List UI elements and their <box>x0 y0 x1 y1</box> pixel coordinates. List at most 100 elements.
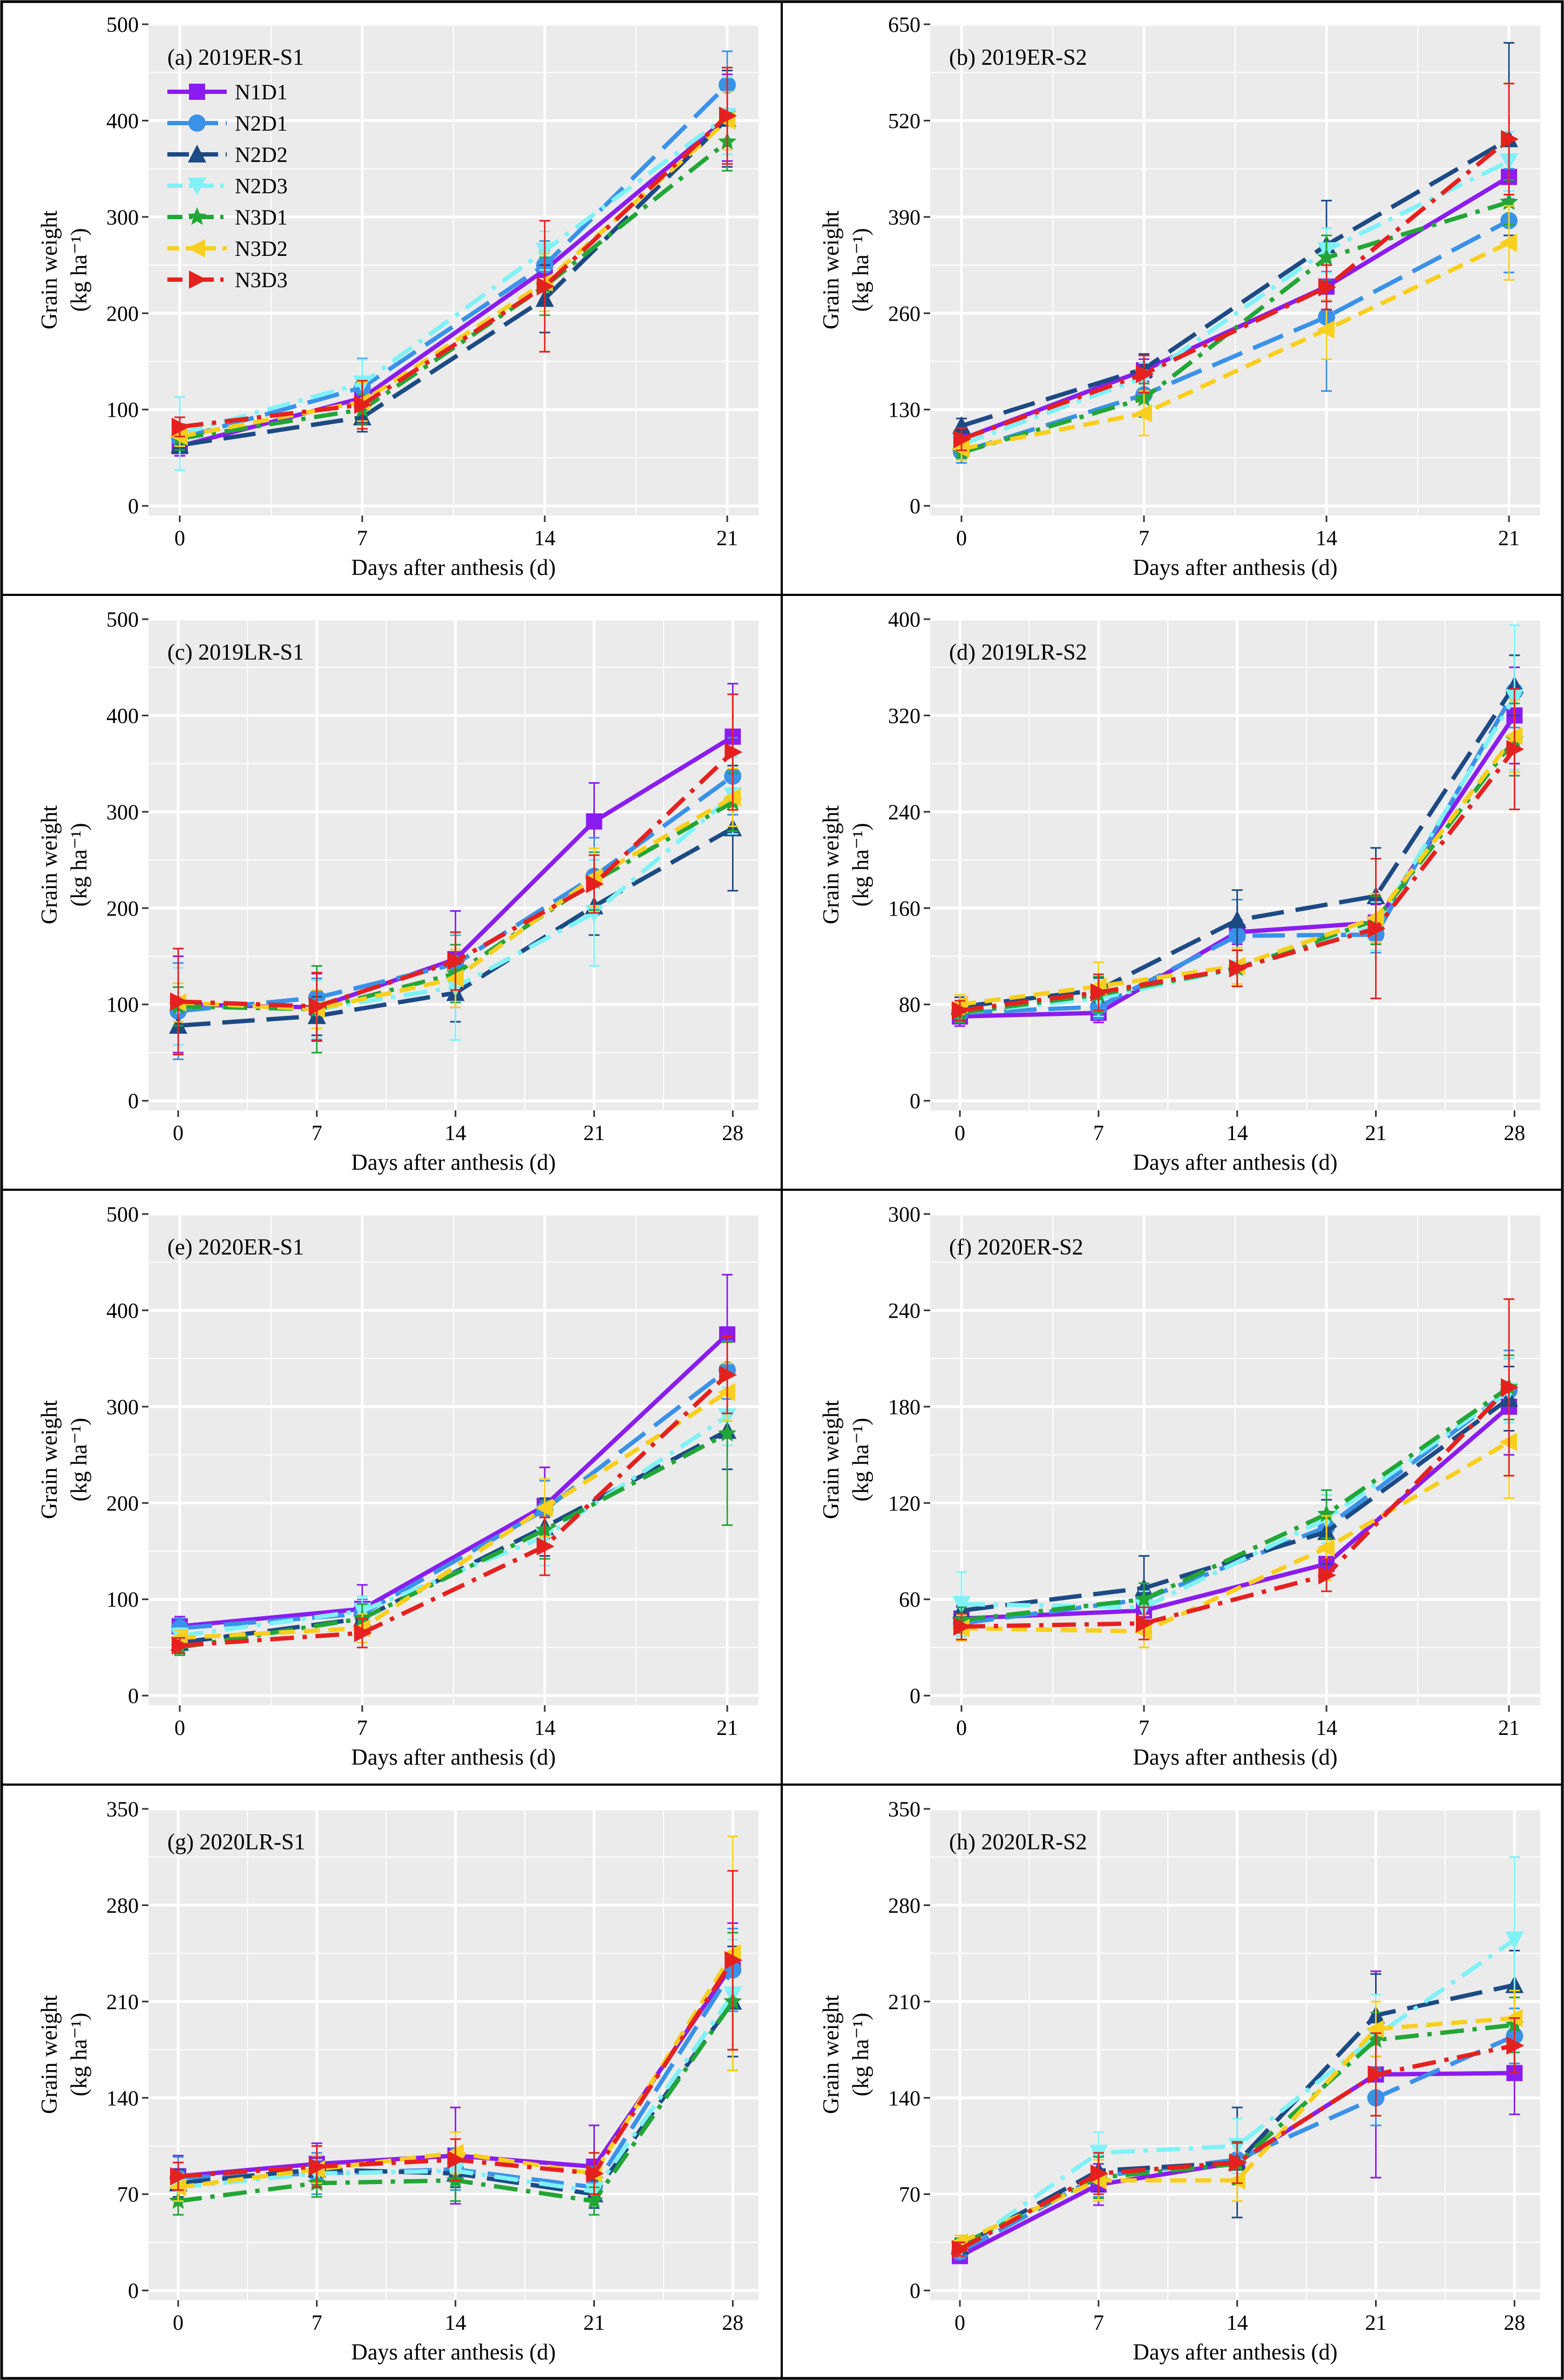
y-tick-label: 400 <box>888 607 920 632</box>
series-line <box>179 117 729 447</box>
data-point <box>1501 130 1519 148</box>
series-N3D3 <box>170 1870 743 2195</box>
data-point <box>1318 278 1337 297</box>
x-axis-label: Days after anthesis (d) <box>351 1150 556 1175</box>
y-tick-label: 70 <box>117 2182 139 2207</box>
y-axis-label: Grain weight <box>819 210 844 329</box>
y-tick-label: 300 <box>106 205 139 229</box>
x-axis-label: Days after anthesis (d) <box>1133 555 1337 580</box>
y-tick-label: 0 <box>128 494 139 518</box>
series-line <box>179 83 729 441</box>
x-axis-label: Days after anthesis (d) <box>1133 1150 1337 1175</box>
legend-label-N1D1: N1D1 <box>235 80 288 104</box>
panel-1: 0 100 200 300 400 500 0 7 14 21 Days after anthesi… <box>37 12 759 580</box>
series-line <box>179 1432 728 1650</box>
legend-label-N3D3: N3D3 <box>235 268 288 292</box>
y-tick-label: 350 <box>106 1797 139 1821</box>
y-tick-label: 300 <box>106 800 139 824</box>
data-point <box>1090 983 1108 1002</box>
data-point <box>1506 740 1525 758</box>
series-line <box>961 1440 1511 1634</box>
series-N3D3 <box>171 1335 737 1655</box>
series-line <box>179 1368 729 1631</box>
y-tick-label: 260 <box>888 301 920 326</box>
data-point <box>354 1624 372 1643</box>
legend: N1D1 N2D1 N2D2 N2D3 N3D1 N3D2 N3D3 <box>167 80 288 292</box>
plot-background <box>148 1809 759 2300</box>
series-line <box>961 1396 1511 1613</box>
data-point <box>952 1596 971 1614</box>
panel-8: 0 70 140 210 280 350 0 7 14 21 28 Days after anthes… <box>819 1797 1540 2365</box>
y-tick-label: 0 <box>910 2279 920 2303</box>
panel-title: (f) 2020ER-S2 <box>949 1235 1083 1260</box>
y-tick-label: 130 <box>888 398 920 422</box>
series-line <box>961 1388 1511 1610</box>
y-tick-label: 100 <box>106 993 139 1017</box>
y-tick-label: 180 <box>888 1395 920 1419</box>
y-tick-label: 0 <box>128 1089 139 1113</box>
y-axis-label: Grain weight <box>819 805 844 924</box>
x-axis-label: Days after anthesis (d) <box>1133 2340 1337 2365</box>
data-point <box>1135 1614 1154 1633</box>
legend-label-N2D1: N2D1 <box>235 111 288 135</box>
x-tick-label: 14 <box>1227 2310 1248 2335</box>
y-tick-label: 350 <box>888 1797 920 1821</box>
legend-marker-N2D1 <box>188 114 206 132</box>
series-group <box>950 624 1525 1027</box>
plot-background <box>930 619 1540 1110</box>
y-tick-label: 300 <box>888 1202 920 1226</box>
series-group <box>168 1835 743 2216</box>
x-axis-label: Days after anthesis (d) <box>351 2340 556 2365</box>
data-point <box>171 1636 189 1655</box>
legend-marker-N3D3 <box>189 270 207 289</box>
series-group <box>168 683 743 1060</box>
data-point <box>1317 248 1336 266</box>
y-tick-label: 200 <box>106 896 139 920</box>
x-tick-label: 14 <box>445 1121 466 1145</box>
series-N3D3 <box>953 83 1519 451</box>
y-tick-label: 0 <box>128 1684 139 1708</box>
y-tick-label: 160 <box>888 896 920 920</box>
data-point <box>1228 910 1247 928</box>
data-point <box>170 2167 188 2186</box>
series-line <box>961 241 1510 451</box>
series-line <box>961 1405 1511 1621</box>
data-point <box>1317 1538 1335 1557</box>
panel-title: (b) 2019ER-S2 <box>949 45 1087 70</box>
data-point <box>447 952 465 971</box>
data-point <box>535 1498 553 1517</box>
series-group <box>951 1298 1519 1649</box>
y-tick-label: 240 <box>888 1298 920 1323</box>
series-N3D3 <box>170 693 743 1056</box>
series-line <box>960 137 1511 428</box>
y-axis-label: Grain weight <box>819 1400 844 1519</box>
y-tick-label: 210 <box>106 1990 139 2014</box>
x-tick-label: 21 <box>716 1716 738 1740</box>
data-point <box>725 743 743 762</box>
y-tick-label: 70 <box>899 2182 920 2207</box>
series-line <box>961 1385 1511 1623</box>
series-line <box>179 1390 729 1640</box>
series-line <box>960 159 1510 446</box>
panel-7: 0 70 140 210 280 350 0 7 14 21 28 Days after anthes… <box>37 1797 759 2365</box>
x-tick-label: 0 <box>956 1716 967 1740</box>
x-tick-label: 7 <box>1093 2310 1104 2335</box>
y-tick-label: 100 <box>106 398 139 422</box>
y-tick-label: 0 <box>910 1089 920 1113</box>
y-tick-label: 100 <box>106 1588 139 1612</box>
y-axis-unit-label: (kg ha⁻¹) <box>849 228 874 312</box>
series-line <box>959 2043 1515 2252</box>
x-tick-label: 28 <box>722 2310 743 2335</box>
series-N3D3 <box>171 66 737 438</box>
y-tick-label: 120 <box>888 1491 920 1515</box>
x-tick-label: 0 <box>173 1121 184 1145</box>
y-tick-label: 650 <box>888 12 920 37</box>
x-tick-label: 0 <box>954 1121 965 1145</box>
panel-3: 0 100 200 300 400 500 0 7 14 21 28 Days after anthe… <box>37 607 759 1175</box>
x-axis-label: Days after anthesis (d) <box>351 1745 556 1770</box>
data-point <box>1499 233 1518 252</box>
y-axis-label: Grain weight <box>37 1995 62 2114</box>
panel-5: 0 100 200 300 400 500 0 7 14 21 Days after anthesi… <box>37 1202 759 1770</box>
y-tick-label: 500 <box>106 1202 139 1226</box>
